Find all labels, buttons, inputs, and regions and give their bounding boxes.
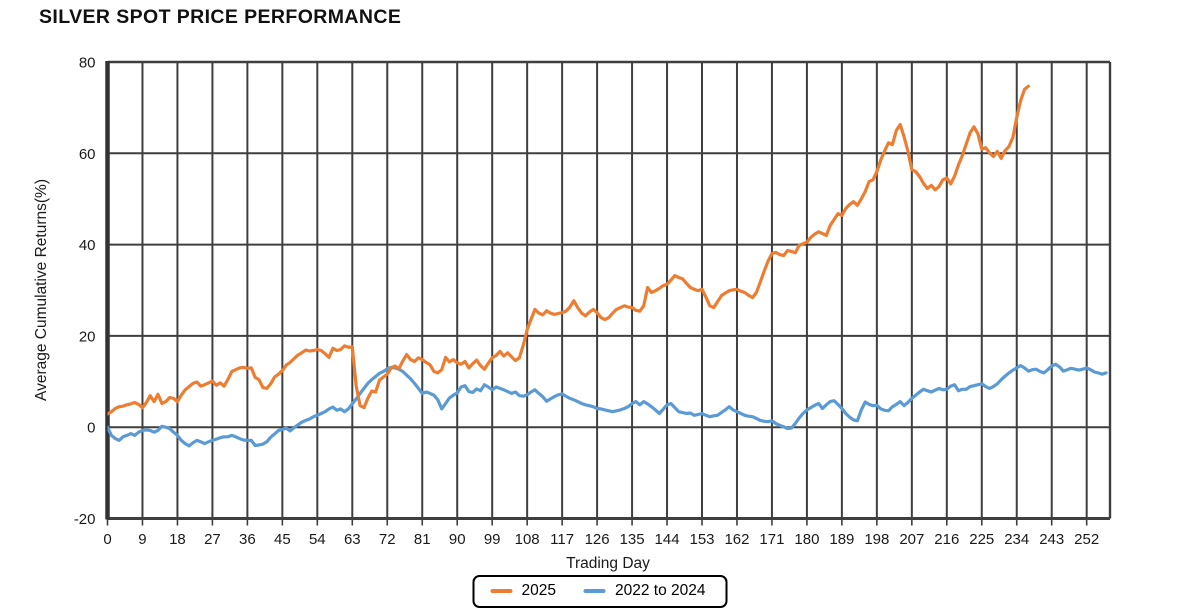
y-tick-label: 60	[79, 146, 96, 163]
x-tick-label: 189	[829, 531, 854, 548]
x-tick-label: 171	[759, 531, 784, 548]
x-tick-label: 99	[484, 531, 501, 548]
x-tick-label: 36	[239, 531, 256, 548]
x-tick-label: 90	[449, 531, 466, 548]
x-tick-label: 9	[138, 531, 146, 548]
x-tick-label: 108	[515, 531, 540, 548]
chart-title: SILVER SPOT PRICE PERFORMANCE	[39, 6, 402, 28]
legend-item-2022-2024: 2022 to 2024	[583, 582, 706, 600]
x-tick-label: 153	[689, 531, 714, 548]
x-tick-label: 180	[794, 531, 819, 548]
y-tick-label: 20	[79, 328, 96, 345]
y-axis-title: Average Cumulative Returns(%)	[33, 179, 50, 401]
x-tick-label: 144	[655, 531, 680, 548]
x-tick-label: 54	[309, 531, 326, 548]
x-tick-label: 117	[550, 531, 574, 548]
x-axis-title: Trading Day	[566, 555, 650, 572]
x-tick-label: 81	[414, 531, 431, 548]
y-tick-label: 40	[79, 237, 96, 254]
legend: 2025 2022 to 2024	[472, 575, 728, 608]
legend-swatch-2025-icon	[490, 589, 513, 593]
legend-label-2022-2024: 2022 to 2024	[614, 582, 706, 599]
x-tick-label: 45	[274, 531, 291, 548]
series-lines	[107, 84, 1108, 448]
x-tick-label: 72	[379, 531, 396, 548]
y-tick-label: 80	[79, 55, 96, 72]
tick-labels: 0 9 18 27 36 45 54 63 72 81 90 99 108 117 126 135 144 153…	[74, 55, 1099, 549]
x-tick-marks	[106, 518, 1088, 526]
series-line-2025	[107, 84, 1031, 416]
grid-lines	[106, 61, 1110, 520]
x-tick-label: 198	[864, 531, 889, 548]
x-tick-label: 225	[969, 531, 994, 548]
y-tick-label: -20	[74, 511, 96, 528]
x-tick-label: 207	[899, 531, 924, 548]
x-tick-label: 0	[103, 531, 111, 548]
x-tick-label: 162	[724, 531, 749, 548]
x-tick-label: 252	[1074, 531, 1099, 548]
x-tick-label: 216	[934, 531, 959, 548]
x-tick-label: 234	[1004, 531, 1029, 548]
x-tick-label: 63	[344, 531, 361, 548]
series-line-2022-to-2024	[107, 362, 1108, 448]
x-tick-label: 126	[585, 531, 610, 548]
legend-label-2025: 2025	[521, 582, 556, 599]
x-tick-label: 27	[204, 531, 221, 548]
x-tick-label: 18	[169, 531, 186, 548]
legend-swatch-2022-2024-icon	[583, 589, 606, 593]
plot-frame	[105, 60, 1112, 520]
y-tick-label: 0	[87, 420, 95, 437]
x-tick-label: 243	[1039, 531, 1064, 548]
x-tick-label: 135	[620, 531, 645, 548]
legend-item-2025: 2025	[490, 582, 556, 600]
